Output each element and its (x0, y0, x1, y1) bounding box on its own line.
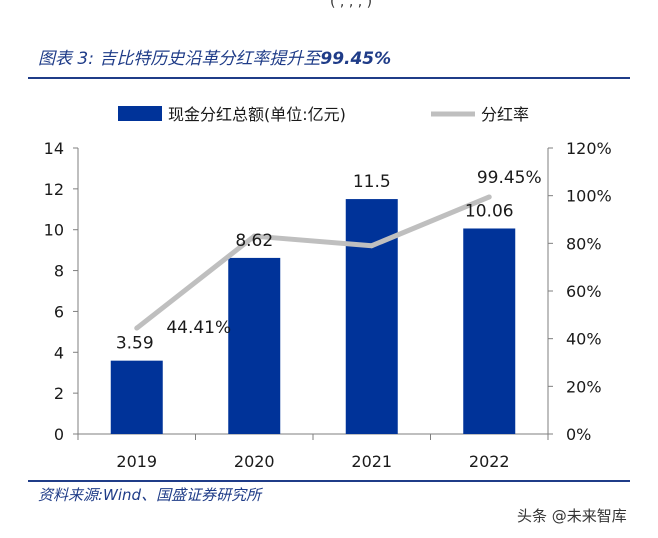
left-tick-label: 14 (44, 139, 64, 158)
bar-value-label: 11.5 (353, 172, 391, 192)
right-tick-label: 20% (566, 377, 602, 396)
figure-title-highlight: 99.45% (320, 49, 392, 69)
bar (228, 257, 281, 434)
right-tick-label: 120% (566, 139, 612, 158)
ratio-line (135, 194, 491, 331)
source-rule (28, 480, 630, 482)
right-tick-label: 100% (566, 187, 612, 206)
x-tick-label: 2019 (116, 452, 157, 471)
ratio-point (369, 243, 375, 249)
bar-value-label: 8.62 (235, 231, 273, 251)
left-tick-label: 10 (44, 221, 64, 240)
left-tick-label: 8 (54, 262, 64, 281)
figure-title: 图表 3: 吉比特历史沿革分红率提升至99.45% (38, 44, 391, 69)
axes: 0 2 4 6 8 10 12 14 0% 20% 40% 60% 80% 100% 120% 2019 202… (44, 139, 612, 471)
x-tick-label: 2021 (351, 452, 392, 471)
bar-series (110, 199, 516, 434)
bar-value-label: 3.59 (116, 334, 154, 354)
right-tick-label: 40% (566, 330, 602, 349)
bar (345, 199, 398, 434)
source-note: 资料来源:Wind、国盛证券研究所 (38, 486, 262, 504)
legend-line-label: 分红率 (481, 105, 529, 124)
figure-label: 图表 3: (38, 49, 94, 69)
legend-bar-swatch (118, 106, 162, 121)
ratio-value-label: 99.45% (477, 168, 542, 188)
x-tick-label: 2022 (469, 452, 510, 471)
ratio-point (134, 325, 140, 331)
watermark: 头条 @未来智库 (517, 507, 627, 525)
header-fragment: ( , , , ) (330, 0, 373, 10)
legend-bar-label: 现金分红总额(单位:亿元) (168, 105, 346, 124)
right-tick-label: 60% (566, 282, 602, 301)
data-labels: 3.59 8.62 11.5 10.06 44.41% 99.45% (116, 168, 542, 354)
title-rule (28, 77, 630, 79)
x-tick-label: 2020 (234, 452, 275, 471)
ratio-value-label: 44.41% (166, 318, 231, 338)
bar (463, 228, 516, 434)
left-tick-label: 6 (54, 302, 64, 321)
ratio-point (486, 194, 492, 200)
left-tick-label: 0 (54, 425, 64, 444)
legend: 现金分红总额(单位:亿元) 分红率 (118, 105, 529, 124)
right-tick-label: 80% (566, 234, 602, 253)
left-tick-label: 4 (54, 343, 64, 362)
bar (110, 360, 163, 434)
left-tick-label: 2 (54, 384, 64, 403)
ratio-point (251, 233, 257, 239)
right-tick-label: 0% (566, 425, 591, 444)
line-series (134, 194, 492, 331)
figure-title-text: 吉比特历史沿革分红率提升至 (99, 49, 321, 69)
bar-value-label: 10.06 (465, 201, 514, 221)
left-tick-label: 12 (44, 180, 64, 199)
